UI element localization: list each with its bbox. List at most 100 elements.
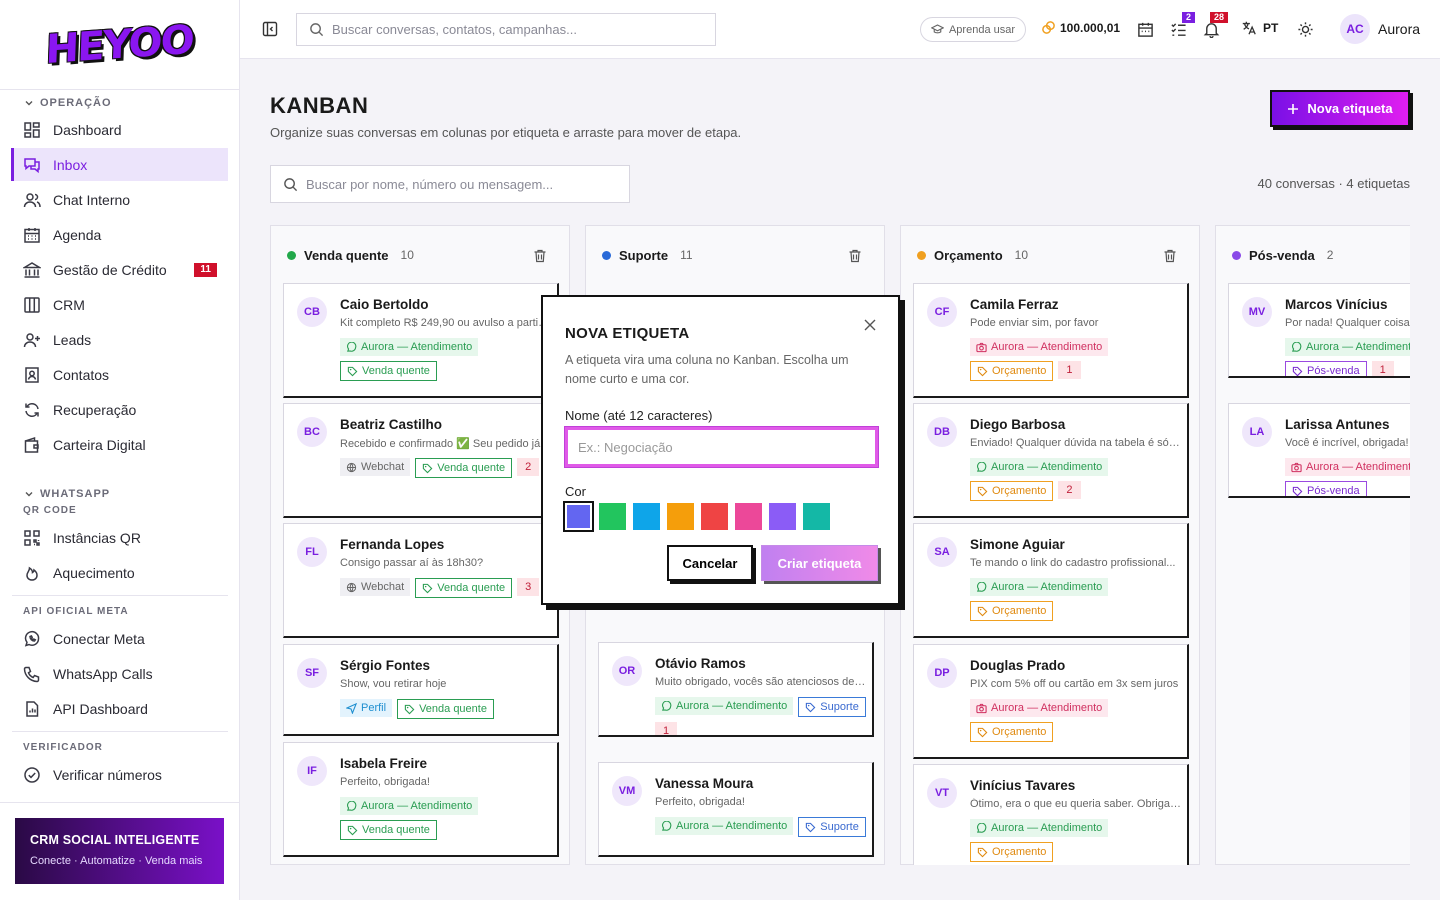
- learn-button[interactable]: Aprenda usar: [920, 17, 1026, 42]
- column-header[interactable]: Suporte 11: [586, 226, 884, 284]
- kanban-search[interactable]: [270, 165, 630, 203]
- card-tag[interactable]: 1: [655, 722, 678, 735]
- sidebar-toggle-icon[interactable]: [262, 21, 278, 37]
- conversation-card[interactable]: SA Simone Aguiar Te mando o link do cadast…: [913, 523, 1189, 638]
- card-tag[interactable]: Aurora — Atendimento: [340, 338, 479, 356]
- conversation-card[interactable]: FL Fernanda Lopes Consigo passar aí às 18h…: [283, 523, 559, 638]
- color-swatch[interactable]: [701, 503, 728, 530]
- sidebar-item-agenda[interactable]: Agenda: [12, 218, 228, 251]
- card-tag[interactable]: Aurora — Atendimento: [1285, 338, 1410, 356]
- sidebar-item-dashboard[interactable]: Dashboard: [12, 113, 228, 146]
- sidebar-item-carteira[interactable]: Carteira Digital: [12, 428, 228, 461]
- card-tag[interactable]: Orçamento: [970, 601, 1054, 621]
- conversation-card[interactable]: SF Sérgio Fontes Show, vou retirar hoje Per…: [283, 644, 559, 736]
- sun-icon[interactable]: [1297, 21, 1314, 38]
- group-operacao[interactable]: OPERAÇÃO: [0, 94, 240, 111]
- card-tag[interactable]: Aurora — Atendimento: [970, 458, 1109, 476]
- conversation-card[interactable]: LA Larissa Antunes Você é incrível, obriga…: [1228, 403, 1410, 498]
- kanban-search-input[interactable]: [306, 176, 606, 192]
- card-tag[interactable]: Venda quente: [415, 458, 513, 478]
- conversation-card[interactable]: MV Marcos Vinícius Por nada! Qualquer cois…: [1228, 283, 1410, 378]
- sidebar-item-whatsapp-calls[interactable]: WhatsApp Calls: [12, 657, 228, 690]
- user-menu[interactable]: AC Aurora: [1340, 14, 1420, 44]
- conversation-card[interactable]: DB Diego Barbosa Enviado! Qualquer dúvida …: [913, 403, 1189, 518]
- card-tag[interactable]: Pós-venda: [1285, 481, 1367, 496]
- promo-banner[interactable]: CRM SOCIAL INTELIGENTE Conecte · Automat…: [15, 818, 224, 884]
- conversation-card[interactable]: IF Isabela Freire Perfeito, obrigada! Auror…: [283, 742, 559, 857]
- sidebar-item-api-dashboard[interactable]: API Dashboard: [12, 692, 228, 725]
- card-tag[interactable]: 1: [1371, 361, 1394, 376]
- sidebar-item-leads[interactable]: Leads: [12, 323, 228, 356]
- card-tag[interactable]: Perfil: [340, 699, 393, 717]
- language-switcher[interactable]: PT: [1241, 20, 1278, 36]
- conversation-card[interactable]: VT Vinícius Tavares Ótimo, era o que eu qu…: [913, 764, 1189, 865]
- sidebar-item-contatos[interactable]: Contatos: [12, 358, 228, 391]
- card-tag[interactable]: Venda quente: [340, 820, 437, 840]
- conversation-card[interactable]: CF Camila Ferraz Pode enviar sim, por favo…: [913, 283, 1189, 398]
- sidebar-item-instancias-qr[interactable]: Instâncias QR: [12, 521, 228, 554]
- card-tag[interactable]: Orçamento: [970, 481, 1054, 501]
- sidebar-item-chat-interno[interactable]: Chat Interno: [12, 183, 228, 216]
- color-swatch[interactable]: [633, 503, 660, 530]
- color-swatch[interactable]: [735, 503, 762, 530]
- sidebar-item-verificar-numeros[interactable]: Verificar números: [12, 758, 228, 791]
- color-swatch[interactable]: [563, 501, 594, 532]
- card-tag[interactable]: Aurora — Atendimento: [1285, 458, 1410, 476]
- conversation-card[interactable]: DP Douglas Prado PIX com 5% off ou cartão …: [913, 644, 1189, 759]
- conversation-card[interactable]: OR Otávio Ramos Muito obrigado, vocês são …: [598, 642, 874, 737]
- sidebar-item-crm[interactable]: CRM: [12, 288, 228, 321]
- sidebar-item-gestao-credito[interactable]: Gestão de Crédito 11: [12, 253, 228, 286]
- color-swatch[interactable]: [769, 503, 796, 530]
- card-tag[interactable]: Venda quente: [415, 578, 513, 598]
- tasks-icon[interactable]: [1170, 21, 1187, 38]
- card-tag[interactable]: Webchat: [340, 578, 411, 596]
- card-tag[interactable]: Orçamento: [970, 361, 1054, 381]
- card-tag[interactable]: Venda quente: [397, 699, 494, 719]
- global-search[interactable]: [296, 13, 716, 46]
- card-tag[interactable]: Aurora — Atendimento: [970, 819, 1109, 837]
- sidebar-item-aquecimento[interactable]: Aquecimento: [12, 556, 228, 589]
- close-icon[interactable]: [864, 319, 876, 331]
- trash-icon[interactable]: [848, 249, 862, 263]
- column-header[interactable]: Venda quente 10: [271, 226, 569, 284]
- new-label-button[interactable]: Nova etiqueta: [1270, 90, 1410, 127]
- card-tag[interactable]: 2: [517, 458, 540, 476]
- cancel-button[interactable]: Cancelar: [667, 545, 753, 581]
- card-tag[interactable]: Aurora — Atendimento: [340, 797, 479, 815]
- card-tag[interactable]: Suporte: [798, 697, 866, 717]
- card-tag[interactable]: Venda quente: [340, 361, 437, 381]
- column-header[interactable]: Orçamento 10: [901, 226, 1199, 284]
- card-tag[interactable]: Pós-venda: [1285, 361, 1367, 376]
- conversation-card[interactable]: CB Caio Bertoldo Kit completo R$ 249,90 ou…: [283, 283, 559, 398]
- sidebar-item-conectar-meta[interactable]: Conectar Meta: [12, 622, 228, 655]
- bell-icon[interactable]: [1203, 21, 1220, 38]
- card-tag[interactable]: Orçamento: [970, 842, 1054, 862]
- card-tag[interactable]: Suporte: [798, 817, 866, 837]
- card-tag[interactable]: Aurora — Atendimento: [970, 699, 1109, 717]
- label-name-input[interactable]: [564, 426, 879, 468]
- trash-icon[interactable]: [1163, 249, 1177, 263]
- card-tag[interactable]: 3: [517, 578, 540, 596]
- card-tag[interactable]: Aurora — Atendimento: [970, 338, 1109, 356]
- card-tag[interactable]: Webchat: [340, 458, 411, 476]
- card-tag[interactable]: 2: [1058, 481, 1081, 499]
- create-label-button[interactable]: Criar etiqueta: [761, 545, 878, 581]
- column-header[interactable]: Pós-venda 2: [1216, 226, 1410, 284]
- color-swatch[interactable]: [803, 503, 830, 530]
- trash-icon[interactable]: [533, 249, 547, 263]
- calendar-icon[interactable]: [1137, 21, 1154, 38]
- card-tag[interactable]: Aurora — Atendimento: [655, 697, 794, 715]
- conversation-card[interactable]: VM Vanessa Moura Perfeito, obrigada! Aurora…: [598, 762, 874, 857]
- card-tag[interactable]: 1: [1058, 361, 1081, 379]
- card-tag[interactable]: Orçamento: [970, 722, 1054, 742]
- color-swatch[interactable]: [599, 503, 626, 530]
- sidebar-item-inbox[interactable]: Inbox: [11, 148, 228, 181]
- color-swatch[interactable]: [667, 503, 694, 530]
- global-search-input[interactable]: [332, 22, 692, 37]
- sidebar-item-recuperacao[interactable]: Recuperação: [12, 393, 228, 426]
- card-tag[interactable]: Aurora — Atendimento: [970, 578, 1109, 596]
- credits-balance[interactable]: 100.000,01: [1041, 20, 1120, 35]
- card-tag[interactable]: Aurora — Atendimento: [655, 817, 794, 835]
- group-whatsapp[interactable]: WHATSAPP: [0, 485, 240, 502]
- conversation-card[interactable]: BC Beatriz Castilho Recebido e confirmado …: [283, 403, 559, 518]
